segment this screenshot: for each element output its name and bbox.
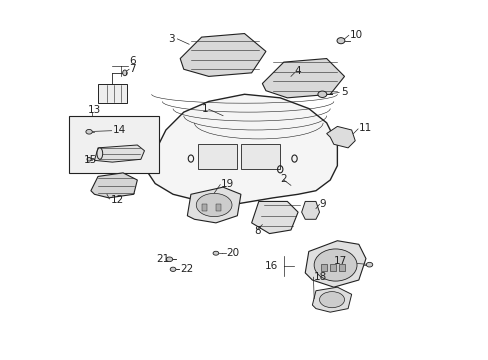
Text: 18: 18 bbox=[313, 272, 326, 282]
Text: 5: 5 bbox=[340, 87, 347, 98]
Polygon shape bbox=[180, 33, 265, 76]
Text: 15: 15 bbox=[83, 155, 97, 165]
Ellipse shape bbox=[86, 130, 92, 134]
Polygon shape bbox=[301, 202, 319, 219]
Ellipse shape bbox=[317, 91, 326, 98]
Text: 11: 11 bbox=[358, 123, 371, 133]
Text: 6: 6 bbox=[129, 57, 136, 66]
Ellipse shape bbox=[213, 251, 218, 255]
Text: 22: 22 bbox=[180, 264, 193, 274]
Polygon shape bbox=[312, 287, 351, 312]
Ellipse shape bbox=[170, 267, 176, 271]
Text: 16: 16 bbox=[264, 261, 278, 271]
Polygon shape bbox=[262, 59, 344, 98]
Text: 20: 20 bbox=[226, 248, 239, 257]
Text: 9: 9 bbox=[319, 199, 325, 209]
Polygon shape bbox=[321, 264, 326, 271]
Text: 14: 14 bbox=[112, 125, 125, 135]
Polygon shape bbox=[94, 145, 144, 162]
Polygon shape bbox=[251, 202, 298, 234]
Polygon shape bbox=[329, 264, 336, 271]
Polygon shape bbox=[339, 264, 345, 271]
Polygon shape bbox=[216, 204, 221, 211]
Text: 8: 8 bbox=[254, 226, 260, 236]
Text: 2: 2 bbox=[280, 174, 286, 184]
Text: 3: 3 bbox=[168, 34, 175, 44]
Text: 13: 13 bbox=[87, 105, 101, 115]
Ellipse shape bbox=[336, 38, 344, 44]
Polygon shape bbox=[326, 126, 354, 148]
Text: 21: 21 bbox=[156, 253, 169, 264]
Bar bbox=[69, 116, 159, 173]
Text: 4: 4 bbox=[294, 66, 301, 76]
Polygon shape bbox=[201, 204, 206, 211]
Ellipse shape bbox=[319, 292, 344, 308]
Ellipse shape bbox=[366, 262, 372, 267]
Text: 17: 17 bbox=[333, 256, 346, 266]
Text: 10: 10 bbox=[349, 30, 362, 40]
Text: 1: 1 bbox=[201, 104, 208, 113]
Polygon shape bbox=[198, 144, 237, 169]
Polygon shape bbox=[148, 94, 337, 205]
Polygon shape bbox=[241, 144, 280, 169]
Ellipse shape bbox=[166, 257, 172, 262]
Text: 7: 7 bbox=[129, 64, 136, 74]
Polygon shape bbox=[187, 187, 241, 223]
Polygon shape bbox=[305, 241, 365, 287]
Ellipse shape bbox=[87, 157, 91, 161]
Polygon shape bbox=[91, 173, 137, 198]
Ellipse shape bbox=[97, 148, 102, 159]
Text: 19: 19 bbox=[221, 179, 234, 189]
Ellipse shape bbox=[122, 70, 127, 76]
FancyBboxPatch shape bbox=[98, 84, 126, 103]
Ellipse shape bbox=[313, 249, 356, 281]
Ellipse shape bbox=[196, 193, 231, 217]
Text: 12: 12 bbox=[110, 195, 123, 204]
